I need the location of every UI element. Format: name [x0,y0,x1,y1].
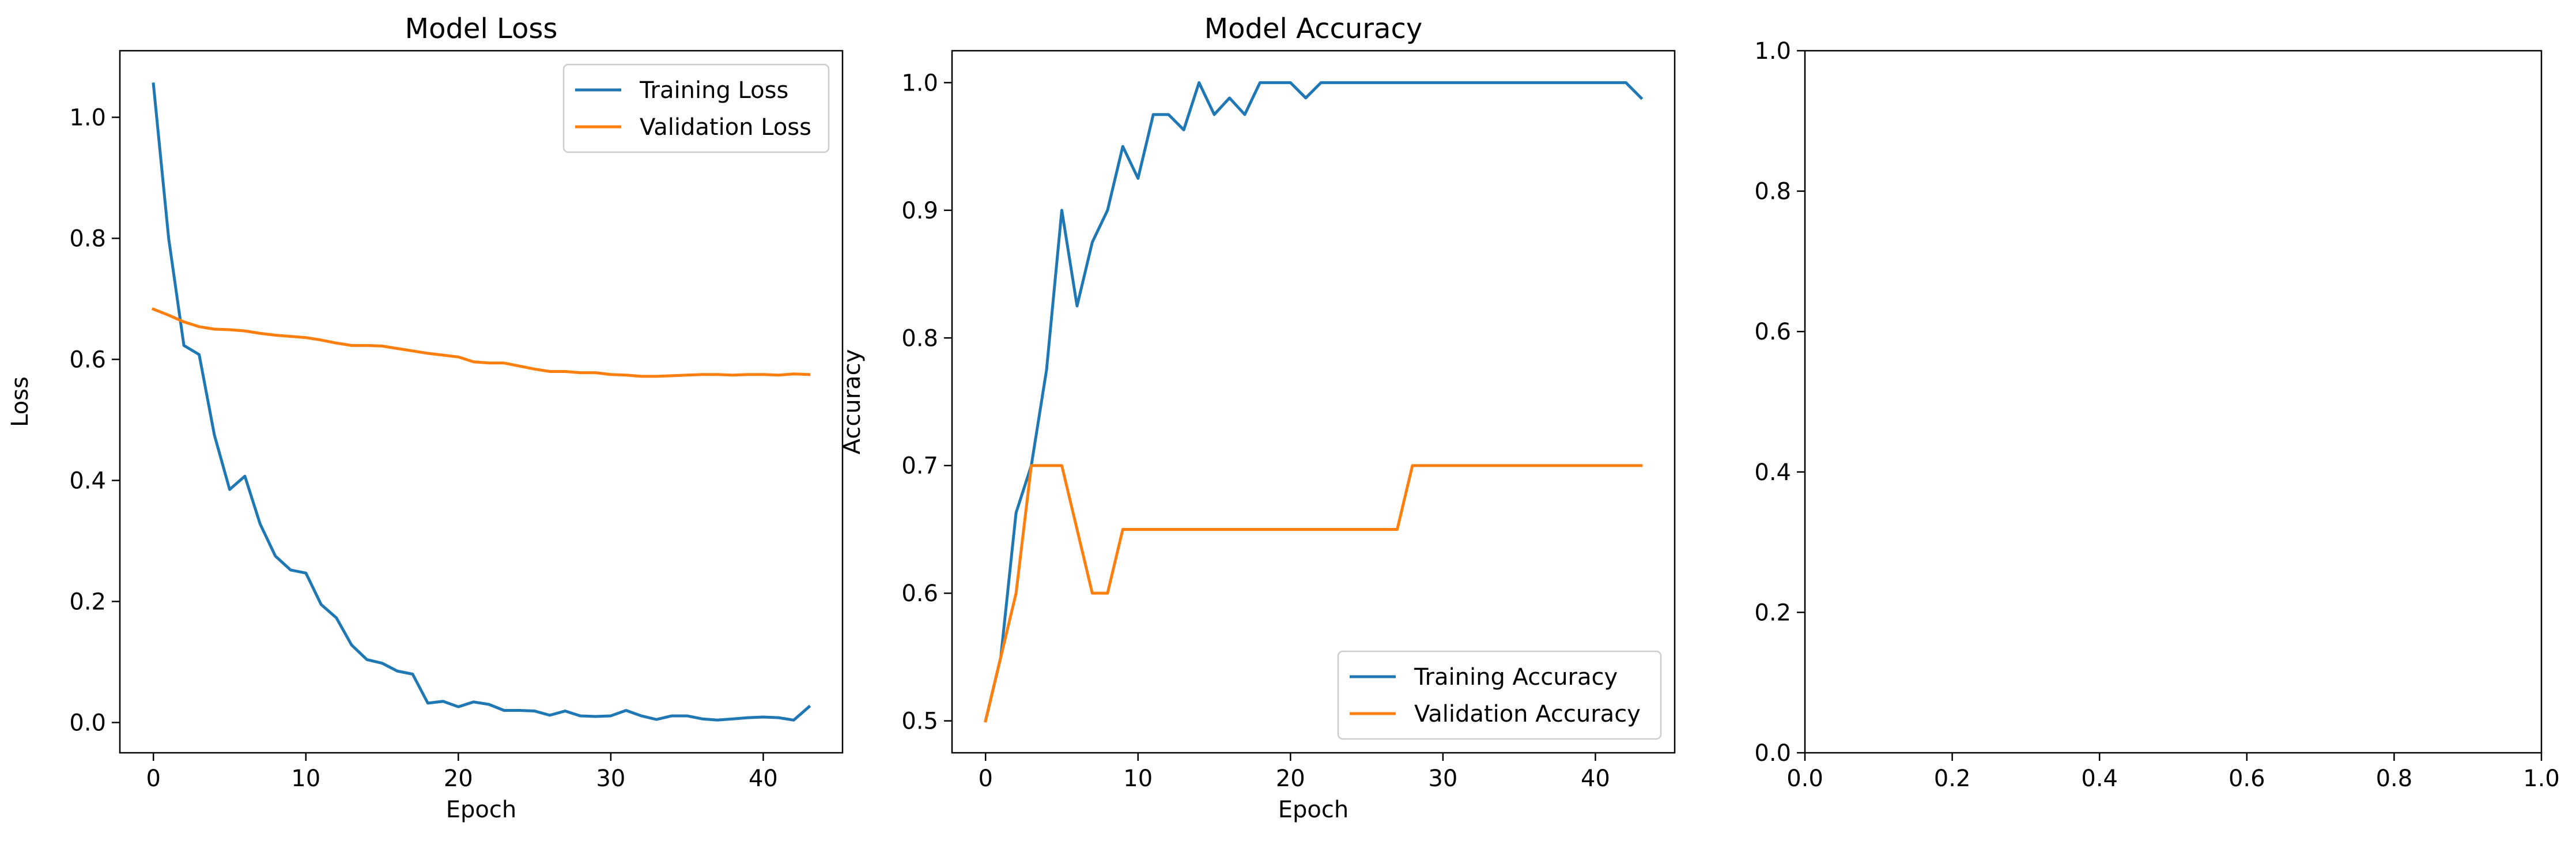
y-tick-label: 0.2 [1754,599,1791,626]
x-axis-label: Epoch [1278,797,1349,823]
x-tick-label: 0 [978,765,992,792]
legend-label: Training Accuracy [1414,664,1618,691]
subplot-2: 0 10 20 30 40 0.5 0.6 0.7 0.8 0.9 1.0 Model Accurac… [839,13,1676,823]
x-tick-label: 30 [1428,765,1457,792]
x-tick-label: 1.0 [2523,765,2560,792]
x-tick-label: 0.0 [1786,765,1823,792]
x-tick-label: 40 [749,765,778,792]
subplot-3: 0.0 0.2 0.4 0.6 0.8 1.0 0.0 0.2 0.4 0.6 0.8 1.0 [1754,38,2559,792]
y-tick-label: 1.0 [69,105,106,131]
series-line-validation-accuracy [984,464,1643,723]
series-line-training-accuracy [984,81,1644,723]
y-tick-label: 0.8 [69,226,106,252]
y-tick-label: 0.8 [1754,179,1791,205]
y-tick-label: 0.6 [69,347,106,374]
y-tick-label: 0.6 [1754,319,1791,345]
axes-frame [1804,50,2543,754]
chart-title: Model Accuracy [1204,13,1423,45]
x-tick-label: 20 [1276,765,1305,792]
y-tick-label: 0.0 [1754,740,1791,767]
x-tick-label: 0.6 [2228,765,2265,792]
x-tick-label: 10 [291,765,320,792]
y-tick-label: 0.2 [69,589,106,616]
y-tick-label: 0.5 [901,708,938,735]
axes-frame [119,50,844,754]
x-tick-label: 20 [444,765,473,792]
y-tick-label: 0.0 [69,710,106,737]
x-tick-label: 0 [146,765,160,792]
x-tick-label: 10 [1123,765,1153,792]
y-tick-label: 0.9 [901,198,938,224]
subplot-1: 0 10 20 30 40 0.0 0.2 0.4 0.6 0.8 1.0 Model Loss Epo… [7,13,844,823]
legend-label: Validation Accuracy [1414,701,1641,727]
y-tick-label: 0.6 [901,580,938,607]
legend-box [1337,650,1662,740]
y-tick-label: 0.4 [69,468,106,495]
y-tick-label: 0.8 [901,325,938,352]
x-tick-label: 30 [596,765,625,792]
legend-label: Validation Loss [640,114,811,141]
y-tick-label: 1.0 [1754,38,1791,65]
y-tick-label: 0.4 [1754,459,1791,486]
series-line-training-loss [152,82,811,722]
legend-label: Training Loss [639,77,788,104]
legend-box [562,63,830,153]
y-tick-label: 0.7 [901,453,938,480]
series-line-validation-loss [151,307,811,378]
y-tick-label: 1.0 [901,70,938,96]
x-tick-label: 0.4 [2081,765,2118,792]
y-axis-label: Accuracy [839,349,866,455]
y-axis-label: Loss [7,376,33,427]
x-tick-label: 0.2 [1934,765,1971,792]
x-axis-label: Epoch [446,797,516,823]
legend: Training Loss Validation Loss [562,63,830,153]
axes-frame [951,50,1676,754]
x-tick-label: 40 [1581,765,1610,792]
legend: Training Accuracy Validation Accuracy [1337,650,1662,740]
chart-title: Model Loss [405,13,558,45]
x-tick-label: 0.8 [2376,765,2413,792]
